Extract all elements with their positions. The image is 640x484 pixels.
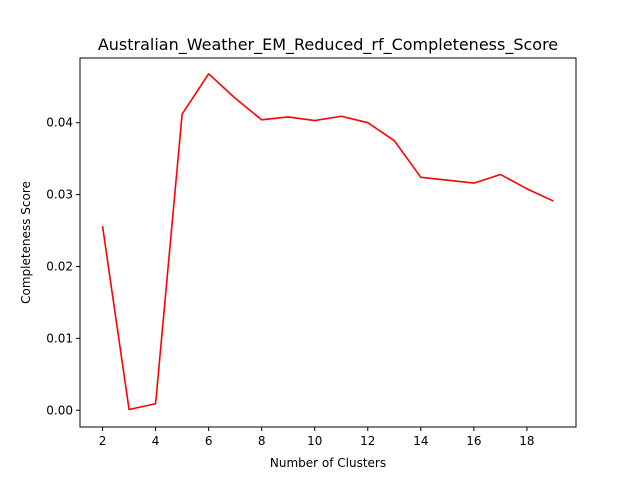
y-axis-ticks: 0.00 0.01 0.02 0.03 0.04 [46, 116, 80, 417]
x-tick-label: 2 [99, 434, 107, 448]
x-tick-label: 10 [307, 434, 322, 448]
x-tick-label: 18 [519, 434, 534, 448]
y-tick-label: 0.04 [46, 116, 73, 130]
y-tick-label: 0.03 [46, 188, 73, 202]
y-tick-label: 0.00 [46, 403, 73, 417]
series-line-0 [101, 73, 554, 411]
plot-area [79, 57, 577, 428]
series-layer [101, 73, 554, 411]
plot-frame [79, 57, 577, 428]
x-tick-label: 8 [258, 434, 266, 448]
y-axis-label: Completeness Score [19, 181, 33, 304]
x-tick-label: 4 [152, 434, 160, 448]
x-axis-label: Number of Clusters [270, 456, 386, 470]
x-tick-label: 12 [360, 434, 375, 448]
x-tick-label: 14 [413, 434, 428, 448]
x-axis-ticks: 2 4 6 8 10 12 14 16 18 [99, 427, 535, 448]
chart-title: Australian_Weather_EM_Reduced_rf_Complet… [98, 35, 558, 55]
x-tick-label: 6 [205, 434, 213, 448]
y-tick-label: 0.01 [46, 331, 73, 345]
y-tick-label: 0.02 [46, 259, 73, 273]
x-tick-label: 16 [466, 434, 481, 448]
